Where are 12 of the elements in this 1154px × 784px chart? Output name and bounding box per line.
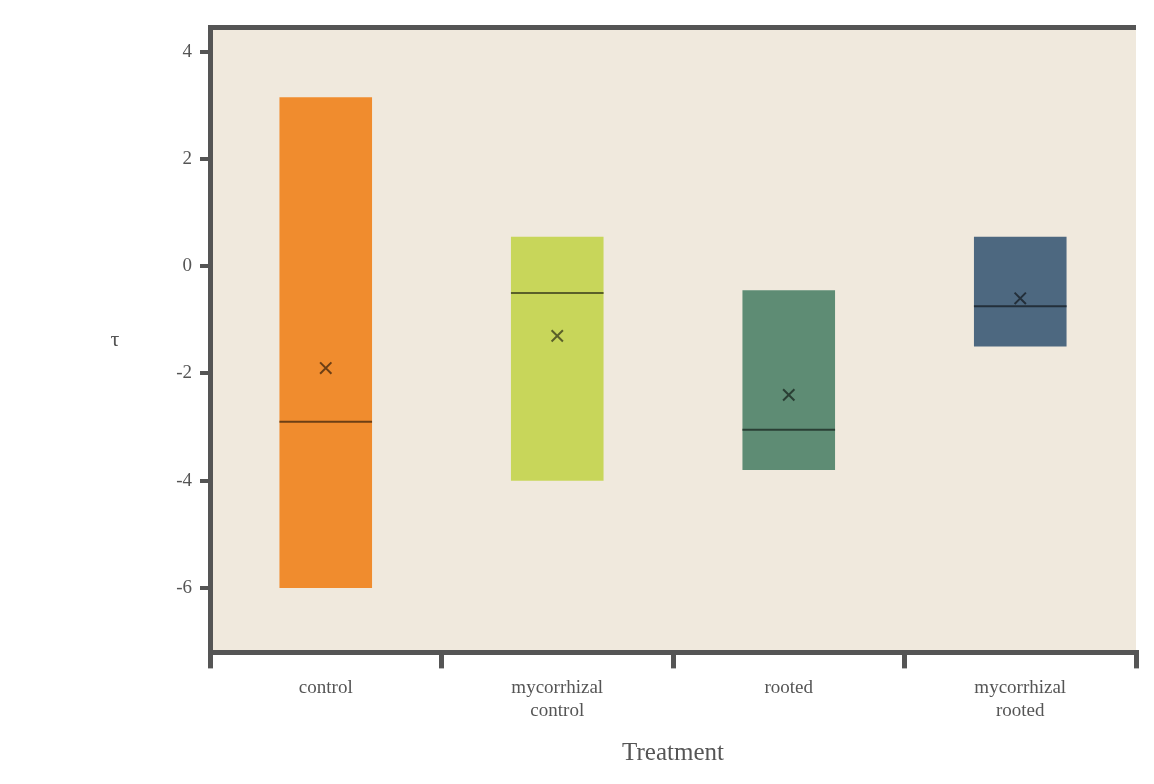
x-tick-label: control xyxy=(298,675,353,697)
y-axis-title: τ xyxy=(110,325,120,351)
y-tick-label: -6 xyxy=(176,576,192,598)
y-tick-label: 0 xyxy=(182,254,192,276)
y-tick-label: 2 xyxy=(182,146,192,168)
y-tick-label: -2 xyxy=(176,361,192,383)
x-tick-label: mycorrhizal control xyxy=(511,675,604,720)
y-tick-label: -4 xyxy=(176,468,193,490)
x-tick-label: mycorrhizal rooted xyxy=(974,675,1067,720)
x-axis-title: Treatment xyxy=(622,737,724,765)
y-tick-label: 4 xyxy=(182,39,193,61)
x-tick-label: rooted xyxy=(764,675,814,697)
